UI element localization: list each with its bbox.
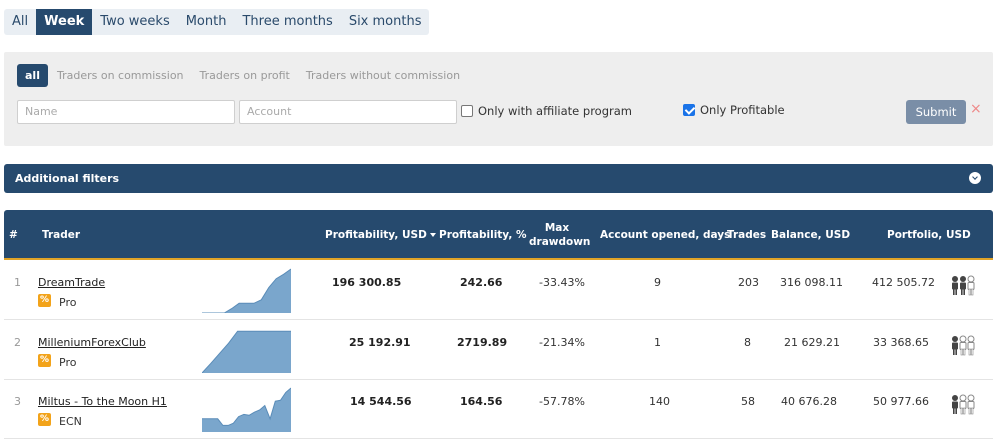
trader-link[interactable]: Miltus - To the Moon H1	[38, 395, 167, 408]
filter-panel: all Traders on commission Traders on pro…	[4, 52, 993, 146]
sparkline	[202, 330, 291, 373]
col-profit-usd[interactable]: Profitability, USD	[325, 229, 436, 241]
tab-six-months[interactable]: Six months	[348, 14, 422, 29]
sort-desc-icon[interactable]	[429, 233, 436, 237]
profitable-checkbox[interactable]: Only Profitable	[683, 103, 785, 117]
account-days: 1	[654, 336, 661, 349]
profit-pct: 2719.89	[457, 336, 508, 349]
sparkline	[202, 268, 291, 313]
type-tab-profit[interactable]: Traders on profit	[199, 69, 290, 82]
table-row: 1 DreamTrade % Pro 196 300.85 242.66 -33…	[4, 261, 993, 320]
affiliate-checkbox[interactable]: Only with affiliate program	[461, 104, 632, 118]
account-input[interactable]: Account	[239, 100, 457, 124]
account-tier: ECN	[59, 415, 82, 428]
trades-count: 8	[744, 336, 751, 349]
affiliate-label: Only with affiliate program	[478, 104, 632, 118]
profit-usd: 196 300.85	[332, 276, 402, 289]
sparkline-line	[202, 330, 291, 373]
table-header: # Trader Profitability, USD Profitabilit…	[4, 210, 993, 260]
row-rank: 2	[14, 336, 21, 349]
tab-month[interactable]: Month	[185, 14, 227, 29]
additional-filters-label: Additional filters	[15, 172, 120, 185]
col-profit-pct[interactable]: Profitability, %	[439, 229, 527, 241]
trades-count: 58	[741, 395, 755, 408]
col-trades[interactable]: Trades	[727, 229, 767, 241]
profit-pct: 164.56	[460, 395, 503, 408]
table-row: 3 Miltus - To the Moon H1 % ECN 14 544.5…	[4, 380, 993, 439]
investors-icon[interactable]	[950, 275, 976, 297]
max-drawdown: -33.43%	[539, 276, 585, 289]
sparkline-area	[202, 269, 291, 313]
col-trader: Trader	[42, 229, 81, 241]
balance: 21 629.21	[784, 336, 840, 349]
profit-usd: 14 544.56	[350, 395, 412, 408]
account-tier: Pro	[59, 356, 77, 369]
name-input[interactable]: Name	[17, 100, 235, 124]
trades-count: 203	[738, 276, 759, 289]
trader-link[interactable]: DreamTrade	[38, 276, 106, 289]
affiliate-checkbox-box[interactable]	[461, 105, 473, 117]
row-rank: 1	[14, 276, 21, 289]
profit-pct: 242.66	[460, 276, 503, 289]
portfolio: 33 368.65	[873, 336, 929, 349]
sparkline	[202, 387, 291, 432]
type-tab-all[interactable]: all	[17, 64, 48, 87]
profit-usd: 25 192.91	[349, 336, 411, 349]
account-days: 140	[649, 395, 670, 408]
sparkline-line	[202, 268, 291, 313]
commission-badge-icon: %	[38, 413, 51, 426]
max-drawdown: -21.34%	[539, 336, 585, 349]
col-max-drawdown-line2: drawdown	[529, 236, 591, 248]
col-max-drawdown-line1: Max	[544, 222, 570, 234]
tab-two-weeks[interactable]: Two weeks	[100, 14, 170, 29]
type-tab-commission[interactable]: Traders on commission	[56, 69, 184, 82]
profitable-checkbox-box[interactable]	[683, 104, 695, 116]
col-max-drawdown[interactable]: Max drawdown	[529, 221, 590, 249]
additional-filters-bar[interactable]: Additional filters	[4, 164, 993, 193]
balance: 40 676.28	[781, 395, 837, 408]
submit-button[interactable]: Submit	[906, 100, 966, 124]
period-tabs: All Week Two weeks Month Three months Si…	[4, 9, 430, 35]
commission-badge-icon: %	[38, 354, 51, 367]
col-rank: #	[9, 229, 18, 241]
chevron-down-icon[interactable]	[969, 172, 981, 184]
investors-icon[interactable]	[950, 335, 976, 357]
account-days: 9	[654, 276, 661, 289]
account-tier: Pro	[59, 296, 77, 309]
sparkline-line	[202, 387, 291, 426]
tab-three-months[interactable]: Three months	[242, 14, 333, 29]
sparkline-area	[202, 388, 291, 432]
trader-type-tabs: all Traders on commission Traders on pro…	[17, 64, 476, 87]
col-balance[interactable]: Balance, USD	[771, 229, 851, 241]
commission-badge-icon: %	[38, 294, 51, 307]
type-tab-without-commission[interactable]: Traders without commission	[305, 69, 461, 82]
table-row: 2 MilleniumForexClub % Pro 25 192.91 271…	[4, 321, 993, 380]
balance: 316 098.11	[780, 276, 843, 289]
clear-filters-icon[interactable]: ×	[970, 101, 982, 117]
tab-week[interactable]: Week	[36, 9, 93, 35]
profitable-label: Only Profitable	[700, 103, 785, 117]
tab-all[interactable]: All	[12, 14, 29, 29]
col-portfolio[interactable]: Portfolio, USD	[887, 229, 971, 241]
col-profit-usd-label: Profitability, USD	[325, 229, 427, 241]
trader-link[interactable]: MilleniumForexClub	[38, 336, 146, 349]
max-drawdown: -57.78%	[539, 395, 585, 408]
sparkline-area	[202, 331, 291, 373]
portfolio: 412 505.72	[872, 276, 935, 289]
col-account-opened[interactable]: Account opened, days	[600, 229, 731, 241]
portfolio: 50 977.66	[873, 395, 929, 408]
row-rank: 3	[14, 395, 21, 408]
investors-icon[interactable]	[950, 394, 976, 416]
